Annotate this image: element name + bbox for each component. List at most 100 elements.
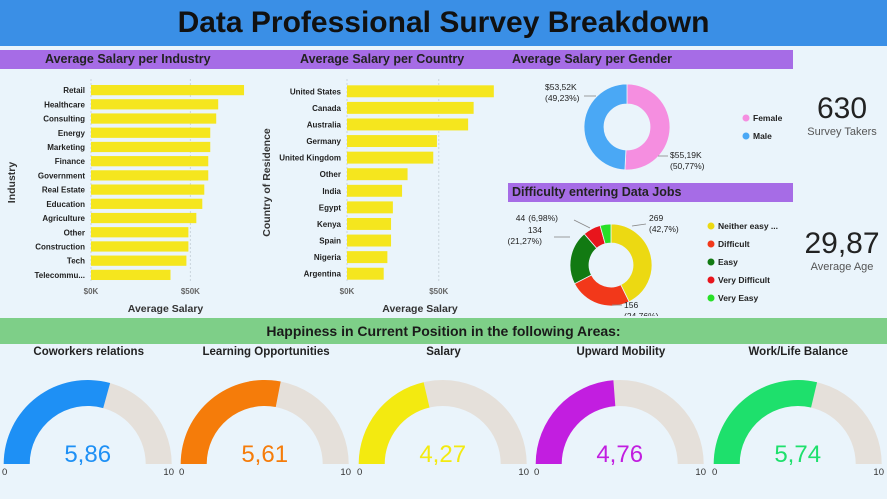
bar: [347, 101, 474, 114]
gender-donut-chart: $55,19K (50,77%) $53,52K (49,23%) Female Male: [545, 82, 783, 171]
gauge-min-label: 0: [2, 467, 7, 478]
panel-header-bar: Average Salary per Industry Average Sala…: [0, 50, 793, 69]
gauge-card: Learning Opportunities 5,61 0 10: [177, 344, 354, 499]
bar: [91, 156, 209, 167]
gauge-max-label: 10: [163, 467, 174, 478]
category-label: United States: [290, 87, 342, 96]
bar: [347, 118, 469, 131]
kpi-average-age: 29,87 Average Age: [797, 227, 887, 273]
gauge-value: 4,76: [597, 441, 644, 468]
gauge-fill: [713, 380, 817, 464]
gauge-min-label: 0: [712, 467, 717, 478]
data-label-line: $53,52K: [545, 82, 577, 92]
gauge-card: Coworkers relations 5,86 0 10: [0, 344, 177, 499]
legend-label: Male: [753, 131, 772, 141]
category-label: Australia: [307, 120, 342, 129]
gauge-chart: 5,86 0 10: [2, 380, 174, 478]
gauge-chart: 5,74 0 10: [712, 380, 884, 478]
bar: [347, 135, 437, 148]
bar: [347, 85, 494, 98]
y-axis-label: Country of Residence: [261, 128, 273, 237]
gauge-fill: [358, 382, 430, 464]
gauge-title: Learning Opportunities: [202, 346, 330, 358]
gauge-title: Work/Life Balance: [748, 346, 849, 358]
gauges-row: Coworkers relations 5,86 0 10 Learning Oppor…: [0, 344, 887, 499]
gauge-min-label: 0: [357, 467, 362, 478]
bar: [347, 168, 408, 181]
category-label: Government: [38, 171, 85, 180]
bar: [91, 241, 189, 252]
x-tick-label: $50K: [429, 287, 448, 296]
donut-slice: [624, 83, 671, 171]
gauge-chart: 4,76 0 10: [534, 380, 707, 478]
bar: [91, 269, 171, 281]
title-bar: Data Professional Survey Breakdown: [0, 0, 887, 46]
gauge-value: 4,27: [419, 441, 466, 468]
label-leader-line: [573, 219, 591, 229]
data-label-line: (49,23%): [545, 93, 580, 103]
bar: [91, 84, 245, 96]
happiness-header: Happiness in Current Position in the fol…: [266, 323, 621, 339]
x-tick-label: $0K: [84, 287, 99, 296]
kpi-survey-takers-label: Survey Takers: [807, 126, 877, 138]
category-label: Retail: [63, 86, 85, 95]
category-label: Education: [46, 200, 85, 209]
category-label: Marketing: [47, 143, 85, 152]
difficulty-header-bar: Difficulty entering Data Jobs: [508, 183, 793, 202]
bar: [347, 184, 403, 197]
gauge-fill: [3, 380, 111, 464]
gauge-title: Salary: [426, 346, 461, 358]
country-chart-title: Average Salary per Country: [300, 52, 465, 66]
legend-marker: [707, 240, 715, 248]
category-label: Kenya: [317, 220, 342, 229]
gauge-title: Coworkers relations: [33, 346, 144, 358]
legend-marker: [707, 294, 715, 302]
data-label-line: 156: [624, 300, 638, 310]
gauge-max-label: 10: [873, 467, 884, 478]
legend-marker: [707, 222, 715, 230]
category-label: Egypt: [319, 203, 342, 212]
bar: [91, 255, 187, 266]
x-tick-label: $50K: [181, 287, 200, 296]
bar: [347, 217, 392, 230]
data-label-line: (50,77%): [670, 161, 705, 171]
bar: [91, 99, 219, 110]
category-label: Energy: [58, 129, 86, 138]
x-tick-label: $0K: [340, 287, 355, 296]
category-label: Other: [320, 170, 341, 179]
legend-marker: [707, 258, 715, 266]
bar: [347, 151, 434, 164]
bar: [91, 212, 197, 224]
data-label-line: (21,27%): [508, 236, 542, 246]
kpi-average-age-value: 29,87: [804, 227, 880, 260]
gauge-card: Work/Life Balance 5,74 0 10: [710, 344, 887, 499]
legend-label: Neither easy ...: [718, 221, 778, 231]
bar: [91, 113, 217, 124]
gauge-min-label: 0: [179, 467, 184, 478]
category-label: Agriculture: [42, 214, 85, 223]
category-label: Construction: [35, 242, 85, 251]
category-label: Consulting: [43, 115, 85, 124]
gauge-value: 5,74: [774, 441, 821, 468]
page-title: Data Professional Survey Breakdown: [177, 6, 710, 39]
data-label-line: (24,76%): [624, 311, 659, 316]
bar: [347, 201, 393, 214]
gauge-max-label: 10: [341, 467, 352, 478]
gauge-value: 5,86: [64, 441, 111, 468]
category-label: Real Estate: [42, 186, 86, 195]
data-label-line: $55,19K: [670, 150, 702, 160]
bar: [91, 127, 211, 138]
bar: [347, 234, 392, 247]
data-label: $53,52K (49,23%): [545, 82, 580, 103]
donut-slice: [599, 223, 612, 245]
bar: [347, 251, 388, 264]
gauge-chart: 4,27 0 10: [357, 380, 529, 478]
legend-label: Difficult: [718, 239, 750, 249]
gauge-max-label: 10: [696, 467, 707, 478]
data-label-line: 269: [649, 213, 663, 223]
category-label: Telecommu...: [34, 271, 85, 280]
industry-bar-chart: $0K $50K Retail Healthcare Consulting Energy M…: [6, 79, 245, 315]
data-label: 44 (6,98%): [516, 213, 558, 223]
x-axis-label: Average Salary: [128, 303, 204, 315]
category-label: Canada: [312, 104, 341, 113]
